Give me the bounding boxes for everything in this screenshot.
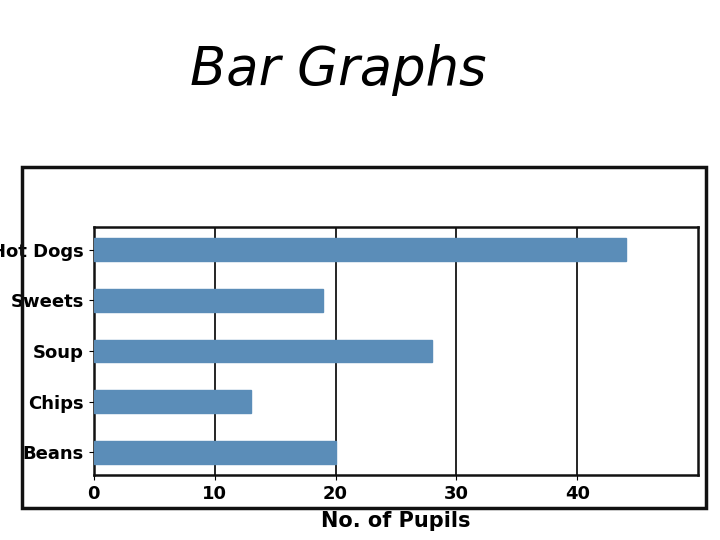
Bar <box>94 441 336 464</box>
Text: Bar Graphs: Bar Graphs <box>190 44 487 96</box>
Bar <box>94 340 432 362</box>
Bar <box>94 238 626 261</box>
X-axis label: No. of Pupils: No. of Pupils <box>321 511 471 531</box>
Bar <box>94 390 251 413</box>
Bar <box>94 289 323 312</box>
